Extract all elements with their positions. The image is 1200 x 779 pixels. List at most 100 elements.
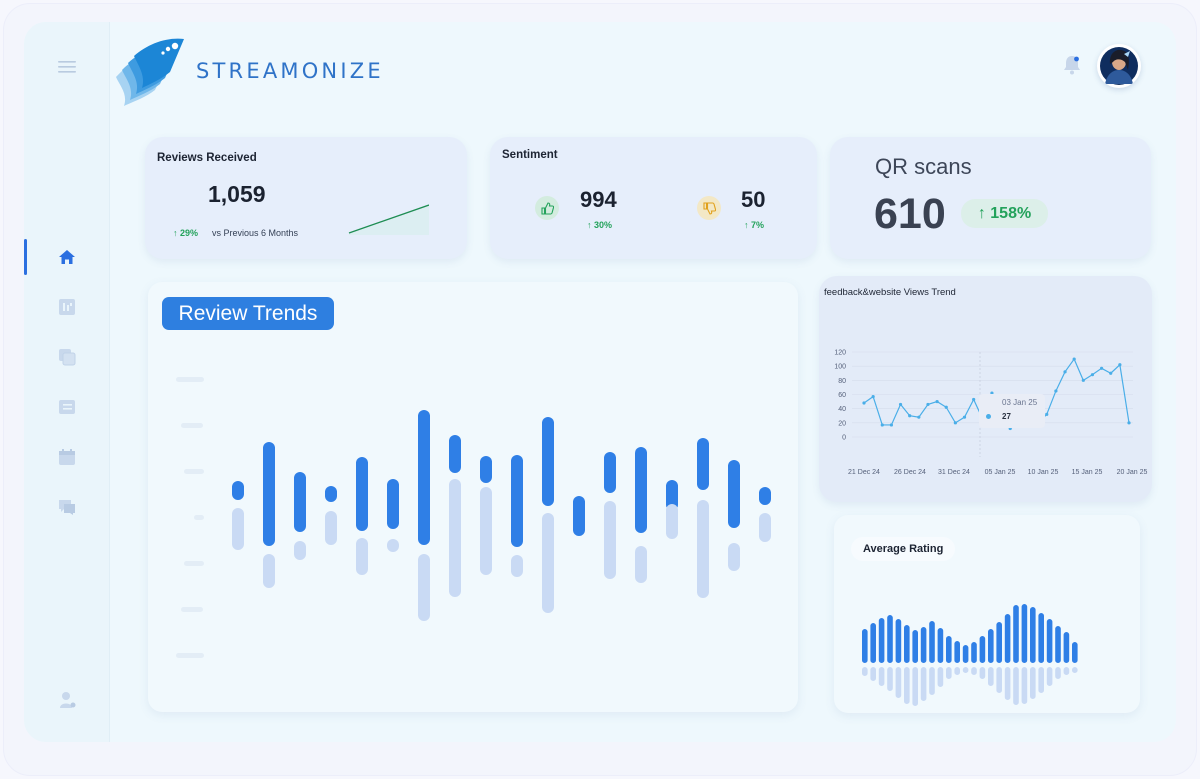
tooltip-value: 27 [1002,412,1011,421]
line-point[interactable] [1127,421,1131,425]
rating-bar [946,636,952,663]
qr-change-pill: ↑ 158% [961,199,1048,228]
line-point[interactable] [926,402,930,407]
user-avatar-icon[interactable] [1097,44,1141,88]
rating-bar-shadow [920,667,927,701]
line-point[interactable] [1118,363,1122,367]
line-point[interactable] [972,397,976,402]
rating-bar [971,642,977,663]
rating-bar [1063,632,1070,663]
x-tick-label: 21 Dec 24 [848,469,880,476]
line-point[interactable] [862,401,866,405]
tooltip-marker [986,414,991,419]
line-point[interactable] [962,415,967,419]
rating-bar-shadow [878,667,885,686]
thumbs-up-icon [535,196,559,220]
reviews-change: ↑ 29% [173,228,198,238]
reviews-change-value: 29% [180,228,199,238]
chat-icon[interactable] [55,495,79,519]
rating-bar [1072,642,1078,663]
sentiment-card: Sentiment 994 ↑ 30% 50 ↑ 7% [490,137,817,259]
rating-bar-shadow [1021,667,1028,704]
negative-change: ↑ 7% [744,220,764,230]
rating-bar [904,625,910,663]
trend-bar [511,455,523,547]
line-point[interactable] [1099,366,1104,370]
trend-bar [263,442,275,546]
rating-bar [878,618,885,663]
reviews-change-label: vs Previous 6 Months [212,228,299,238]
rating-bar [1013,605,1019,663]
trend-bar-shadow [387,539,399,552]
trend-bar-shadow [697,500,709,598]
line-point[interactable] [1045,412,1049,416]
rating-bar-shadow [1030,667,1036,699]
line-point[interactable] [935,399,939,404]
positive-change: ↑ 30% [587,220,612,230]
rating-bar [887,615,893,663]
report-icon[interactable] [55,295,79,319]
line-point[interactable] [1090,373,1095,377]
line-point[interactable] [944,405,948,409]
rating-bar [954,641,960,663]
rating-bar-shadow [929,667,935,695]
views-trend-chart: 0 20 40 60 80 100 120 21 Dec 24 26 Dec 24 31 Dec … [834,350,1147,477]
line-point[interactable] [953,421,957,425]
line-point[interactable] [889,423,894,427]
rating-bar [912,630,918,663]
calendar-icon[interactable] [55,445,79,469]
support-icon[interactable] [55,688,79,712]
qr-card-title: QR scans [875,154,972,179]
rating-bar-shadow [971,667,977,675]
rating-bar [1055,626,1061,663]
average-rating-chart [862,604,1078,706]
trend-bar [666,480,678,511]
line-point[interactable] [1063,370,1067,374]
active-indicator [24,239,27,275]
bell-icon[interactable] [1062,54,1082,76]
negative-change-value: 7% [751,220,765,230]
line-point[interactable] [917,415,921,419]
copy-icon[interactable] [55,345,79,369]
line-point[interactable] [1072,357,1076,361]
line-point[interactable] [1054,389,1058,393]
rating-bar-shadow [979,667,986,679]
line-point[interactable] [908,414,912,418]
trend-bar [542,417,554,506]
rating-bar [1030,607,1036,663]
rating-bar-shadow [1046,667,1053,686]
rating-bar [1021,604,1028,663]
trend-bar [697,438,709,490]
rating-bar-shadow [996,667,1002,693]
rating-bar-shadow [1038,667,1044,693]
line-point[interactable] [871,395,875,399]
sidebar [24,22,110,742]
reviews-value: 1,059 [208,181,266,207]
x-tick-label: 05 Jan 25 [985,469,1016,476]
reviews-received-card: Reviews Received 1,059 ↑ 29% vs Previous… [145,137,467,259]
arrow-up-icon: ↑ [977,204,991,222]
trend-bar-shadow [635,546,647,583]
menu-icon[interactable] [55,55,79,79]
rating-bar [1046,619,1053,663]
trend-bar [356,457,368,531]
x-tick-label: 15 Jan 25 [1072,469,1103,476]
line-point[interactable] [898,402,903,407]
rating-bar [937,628,944,663]
trend-bar [418,410,430,545]
rating-bar-shadow [954,667,960,675]
trend-bar-shadow [418,554,430,621]
line-point[interactable] [1081,378,1085,382]
rating-bar-shadow [1013,667,1019,705]
y-tick-label: 20 [838,420,846,427]
home-icon[interactable] [55,245,79,269]
qr-scans-card: QR scans 610 ↑ 158% [830,137,1151,259]
rating-bar [996,622,1002,663]
line-point[interactable] [880,423,884,427]
document-icon[interactable] [55,395,79,419]
rating-bar-shadow [1072,667,1078,673]
line-point[interactable] [1109,371,1113,375]
line-point[interactable] [990,391,994,395]
trend-bar-shadow [449,479,461,597]
y-tick-label: 100 [834,364,846,371]
